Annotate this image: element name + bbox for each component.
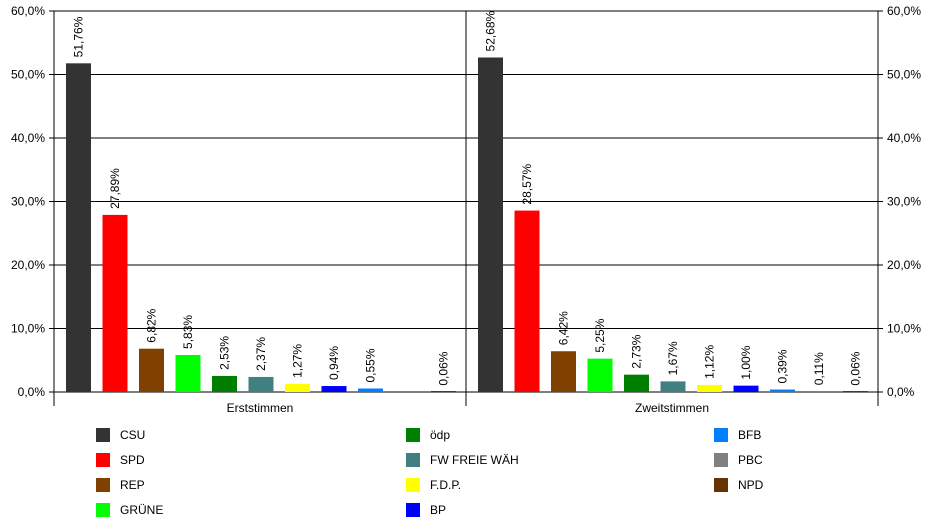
- y-tick-label-left: 10,0%: [11, 322, 45, 336]
- bar-zweitstimmen-f-d-p-: [697, 384, 722, 392]
- bar-data-label: 0,06%: [437, 351, 451, 385]
- bar-erststimmen-csu: [66, 63, 91, 392]
- bar-erststimmen-bp: [321, 386, 347, 392]
- group-label: Erststimmen: [227, 401, 294, 415]
- bar-data-label: 1,67%: [666, 341, 680, 375]
- bar-data-label: 52,68%: [484, 10, 498, 51]
- bar-data-label: 5,25%: [593, 318, 607, 352]
- bar-zweitstimmen-gr-ne: [587, 358, 613, 392]
- bar-erststimmen-bfb: [358, 388, 383, 392]
- bar-zweitstimmen-rep: [551, 351, 576, 392]
- y-tick-label-right: 50,0%: [887, 68, 921, 82]
- y-tick-label-right: 40,0%: [887, 131, 921, 145]
- bar-data-label: 1,12%: [703, 345, 717, 379]
- bar-zweitstimmen-spd: [514, 210, 540, 392]
- axes: [53, 11, 879, 406]
- bar-zweitstimmen-bp: [733, 385, 759, 392]
- bar-data-label: 0,55%: [364, 348, 378, 382]
- bar-data-labels: 51,76% 27,89% 6,82% 5,83% 2,53% 2,37% 1,27% 0,9…: [72, 10, 863, 385]
- bar-data-label: 0,06%: [849, 351, 863, 385]
- y-tick-label-right: 0,0%: [887, 385, 915, 399]
- bar-data-label: 2,53%: [218, 336, 232, 370]
- bar-data-label: 1,27%: [291, 344, 305, 378]
- y-tick-label-right: 60,0%: [887, 4, 921, 18]
- bar-data-label: 27,89%: [108, 168, 122, 209]
- bar-data-label: 28,57%: [520, 164, 534, 205]
- y-tick-label-left: 50,0%: [11, 68, 45, 82]
- y-tick-label-left: 30,0%: [11, 195, 45, 209]
- bar-erststimmen-spd: [102, 214, 128, 392]
- bar-zweitstimmen-fw-freie-w-h: [660, 381, 686, 392]
- bar-data-label: 0,11%: [812, 352, 826, 385]
- bar-zweitstimmen-bfb: [770, 389, 795, 392]
- bar-erststimmen-gr-ne: [175, 354, 201, 392]
- y-axis-ticks: 0,0% 0,0% 10,0% 10,0% 20,0% 20,0% 30,0% 30,0% 40…: [11, 4, 921, 399]
- bar-data-label: 0,94%: [327, 346, 341, 380]
- bar-zweitstimmen--dp: [624, 374, 649, 392]
- bar-data-label: 5,83%: [181, 315, 195, 349]
- bar-data-label: 1,00%: [739, 345, 753, 379]
- y-tick-label-right: 30,0%: [887, 195, 921, 209]
- bars: [66, 57, 868, 393]
- bar-erststimmen--dp: [212, 375, 237, 392]
- bar-data-label: 6,82%: [145, 308, 159, 342]
- bar-zweitstimmen-csu: [478, 57, 503, 393]
- y-tick-label-left: 40,0%: [11, 131, 45, 145]
- bar-data-label: 51,76%: [72, 16, 86, 57]
- bar-erststimmen-f-d-p-: [285, 383, 310, 392]
- y-tick-label-right: 10,0%: [887, 322, 921, 336]
- bar-zweitstimmen-npd: [843, 391, 868, 392]
- bar-erststimmen-npd: [431, 391, 456, 392]
- bar-data-label: 2,37%: [254, 337, 268, 371]
- bar-erststimmen-rep: [139, 348, 164, 392]
- bar-zweitstimmen-pbc: [806, 391, 832, 392]
- bar-data-label: 2,73%: [630, 334, 644, 368]
- group-label: Zweitstimmen: [635, 401, 709, 415]
- bar-erststimmen-fw-freie-w-h: [248, 376, 274, 392]
- y-tick-label-left: 0,0%: [18, 385, 46, 399]
- bar-data-label: 0,39%: [776, 349, 790, 383]
- y-tick-label-right: 20,0%: [887, 258, 921, 272]
- y-tick-label-left: 20,0%: [11, 258, 45, 272]
- bar-data-label: 6,42%: [557, 311, 571, 345]
- y-tick-label-left: 60,0%: [11, 4, 45, 18]
- group-labels: Erststimmen Zweitstimmen: [227, 401, 709, 415]
